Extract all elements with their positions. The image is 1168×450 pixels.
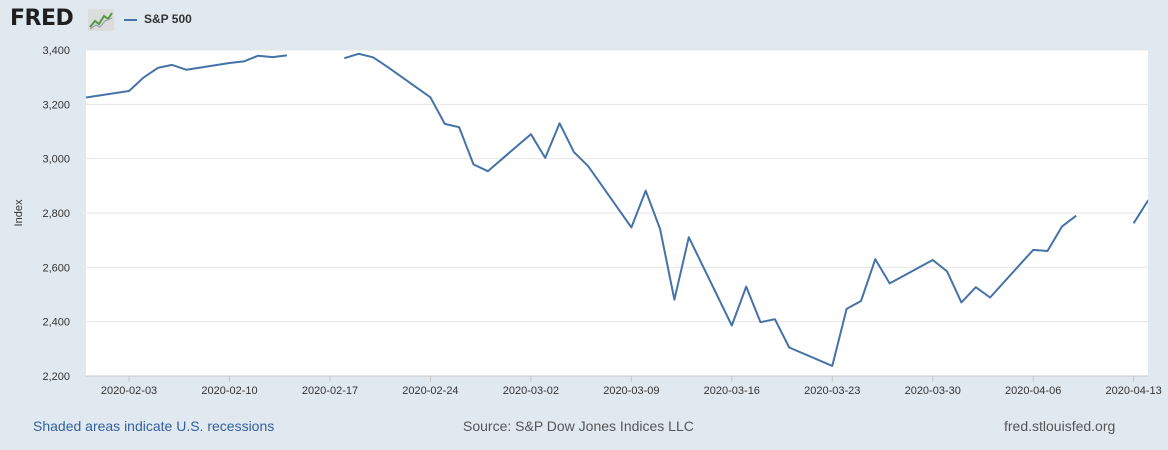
x-tick-label: 2020-03-23 bbox=[804, 385, 860, 397]
x-tick-label: 2020-04-06 bbox=[1005, 385, 1061, 397]
x-tick-label: 2020-02-03 bbox=[101, 385, 157, 397]
legend-label: S&P 500 bbox=[144, 12, 192, 26]
y-tick-label: 2,800 bbox=[42, 208, 70, 220]
x-tick-label: 2020-03-09 bbox=[603, 385, 659, 397]
y-tick-label: 2,600 bbox=[42, 262, 70, 274]
series-line bbox=[344, 52, 1077, 367]
recessions-note-link[interactable]: Shaded areas indicate U.S. recessions bbox=[33, 418, 275, 434]
x-tick-label: 2020-02-24 bbox=[402, 385, 458, 397]
series-line bbox=[1132, 199, 1148, 224]
y-tick-label: 3,400 bbox=[42, 45, 70, 57]
website-link[interactable]: fred.stlouisfed.org bbox=[1004, 418, 1116, 434]
chart-line-icon bbox=[88, 9, 114, 31]
legend-swatch bbox=[124, 19, 137, 21]
source-note: Source: S&P Dow Jones Indices LLC bbox=[463, 418, 694, 434]
x-tick-label: 2020-02-17 bbox=[302, 385, 358, 397]
x-tick-label: 2020-02-10 bbox=[201, 385, 257, 397]
y-axis-label: Index bbox=[13, 199, 25, 226]
chart-header: FRED S&P 500 bbox=[0, 0, 1168, 42]
series-line bbox=[86, 54, 288, 99]
y-tick-label: 2,400 bbox=[42, 317, 70, 329]
y-tick-label: 2,200 bbox=[42, 371, 70, 383]
y-tick-label: 3,000 bbox=[42, 154, 70, 166]
x-tick-label: 2020-03-02 bbox=[503, 385, 559, 397]
x-tick-label: 2020-03-30 bbox=[905, 385, 961, 397]
x-tick-label: 2020-04-13 bbox=[1106, 385, 1162, 397]
y-tick-label: 3,200 bbox=[42, 99, 70, 111]
x-tick-label: 2020-03-16 bbox=[704, 385, 760, 397]
fred-logo[interactable]: FRED bbox=[10, 6, 74, 31]
